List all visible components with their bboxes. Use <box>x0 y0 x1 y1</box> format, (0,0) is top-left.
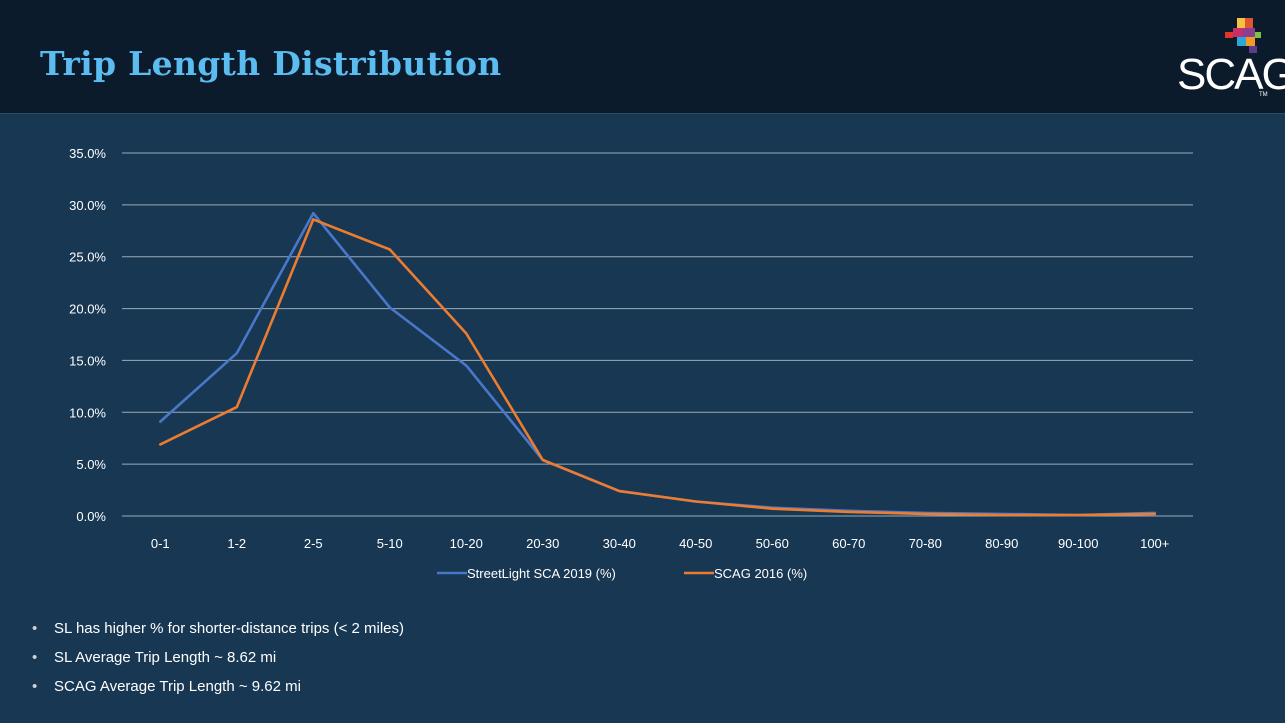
x-tick-label: 20-30 <box>526 536 559 551</box>
x-tick-label: 0-1 <box>151 536 170 551</box>
y-tick-label: 5.0% <box>76 457 106 472</box>
bullet-item: • SL Average Trip Length ~ 8.62 mi <box>32 643 404 672</box>
x-tick-label: 50-60 <box>756 536 789 551</box>
bullet-list: • SL has higher % for shorter-distance tr… <box>32 614 404 701</box>
legend-label: StreetLight SCA 2019 (%) <box>467 566 616 581</box>
bullet-text: SL Average Trip Length ~ 8.62 mi <box>54 649 277 666</box>
page-title: Trip Length Distribution <box>40 44 502 83</box>
y-tick-label: 15.0% <box>69 353 106 368</box>
x-tick-label: 30-40 <box>603 536 636 551</box>
x-tick-label: 40-50 <box>679 536 712 551</box>
bullet-text: SL has higher % for shorter-distance tri… <box>54 620 405 637</box>
x-tick-label: 70-80 <box>909 536 942 551</box>
y-tick-label: 0.0% <box>76 509 106 524</box>
x-tick-label: 1-2 <box>227 536 246 551</box>
y-tick-label: 35.0% <box>69 146 106 161</box>
bullet-dot: • <box>32 620 38 637</box>
y-tick-label: 10.0% <box>69 405 106 420</box>
logo-mark-icon <box>1225 18 1261 53</box>
x-tick-label: 80-90 <box>985 536 1018 551</box>
x-tick-label: 2-5 <box>304 536 323 551</box>
logo-text: SCAG <box>1177 50 1285 99</box>
y-tick-label: 25.0% <box>69 250 106 265</box>
x-tick-label: 60-70 <box>832 536 865 551</box>
bullet-item: • SCAG Average Trip Length ~ 9.62 mi <box>32 672 404 701</box>
series-line-scag <box>159 218 1157 517</box>
bullet-text: SCAG Average Trip Length ~ 9.62 mi <box>54 678 301 695</box>
bullet-dot: • <box>32 678 38 695</box>
scag-logo: SCAG TM <box>1177 14 1285 104</box>
x-tick-label: 100+ <box>1140 536 1169 551</box>
x-tick-label: 5-10 <box>377 536 403 551</box>
bullet-item: • SL has higher % for shorter-distance tr… <box>32 614 404 643</box>
trip-length-chart: 0.0% 5.0% 10.0% 15.0% 20.0% 25.0% 30.0% 35.0% 0-… <box>69 146 1193 581</box>
logo-trademark: TM <box>1259 92 1268 98</box>
bullet-dot: • <box>32 649 38 666</box>
y-tick-label: 20.0% <box>69 302 106 317</box>
series-line-streetlight <box>159 211 1157 517</box>
x-tick-label: 10-20 <box>450 536 483 551</box>
header-bar: Trip Length Distribution SCAG TM <box>0 0 1285 114</box>
legend-label: SCAG 2016 (%) <box>714 566 807 581</box>
y-tick-label: 30.0% <box>69 198 106 213</box>
x-tick-label: 90-100 <box>1058 536 1098 551</box>
